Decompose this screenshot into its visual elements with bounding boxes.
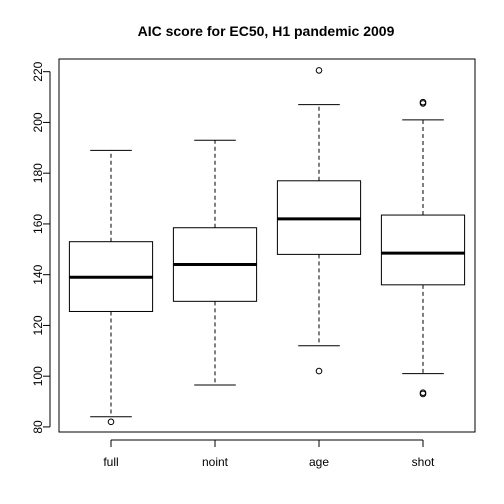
y-tick-label: 80 [31,420,45,434]
y-tick-label: 160 [31,214,45,234]
box-age [276,67,362,375]
box-shot [380,98,466,398]
x-tick-label: noint [202,455,229,469]
y-tick-label: 140 [31,264,45,284]
y-tick-label: 120 [31,315,45,335]
y-tick-label: 200 [31,112,45,132]
outlier-point [107,418,115,426]
outlier-point [315,367,323,375]
y-tick-label: 180 [31,163,45,183]
x-tick-label: shot [412,455,435,469]
box-full [68,149,154,426]
iqr-box [380,214,466,286]
boxes [68,67,466,426]
outlier-point [315,67,323,74]
x-axis: full noint age shot [103,439,435,469]
x-tick-label: full [103,455,118,469]
box-noint [172,139,258,386]
x-tick-label: age [309,455,329,469]
outlier-point [419,98,427,106]
y-axis: 80 100 120 140 160 180 200 220 [31,61,51,434]
outlier-point [419,389,427,396]
chart-title: AIC score for EC50, H1 pandemic 2009 [138,23,395,39]
y-tick-label: 220 [31,61,45,81]
y-tick-label: 100 [31,366,45,386]
plot-frame [58,58,476,433]
